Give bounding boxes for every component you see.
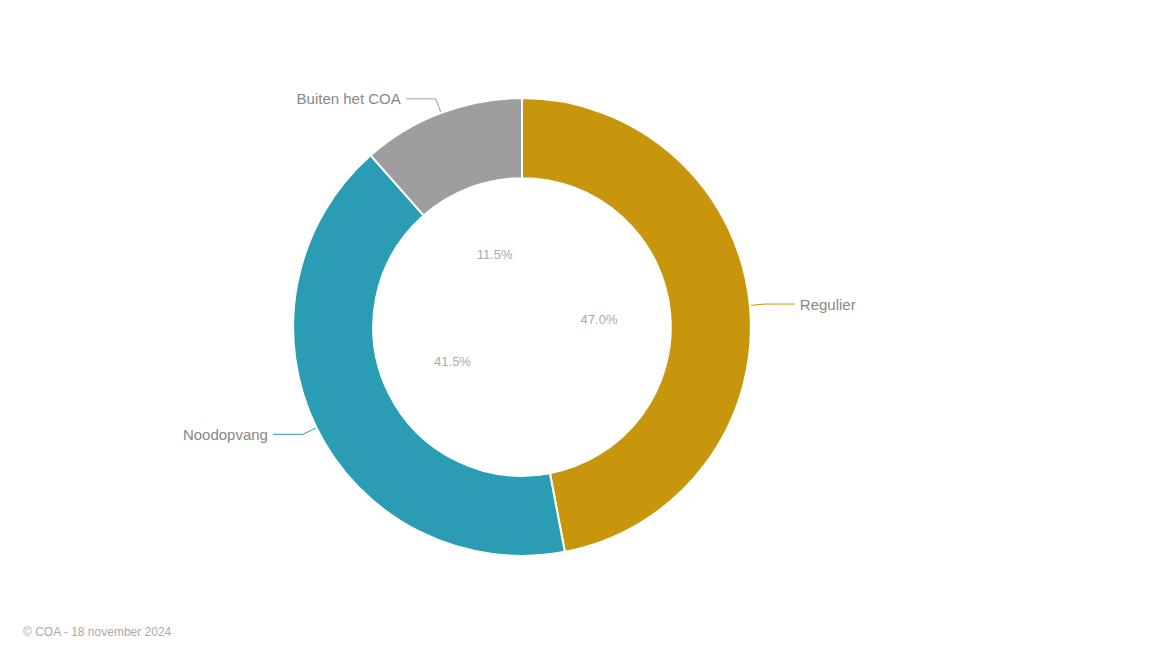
svg-text:Noodopvang: Noodopvang — [183, 426, 268, 443]
svg-text:47.0%: 47.0% — [581, 312, 618, 327]
svg-text:11.5%: 11.5% — [477, 247, 513, 262]
svg-text:Regulier: Regulier — [800, 296, 856, 313]
svg-text:Buiten het COA: Buiten het COA — [297, 90, 401, 107]
svg-text:© COA - 18 november 2024: © COA - 18 november 2024 — [23, 625, 172, 639]
svg-text:41.5%: 41.5% — [434, 354, 471, 369]
